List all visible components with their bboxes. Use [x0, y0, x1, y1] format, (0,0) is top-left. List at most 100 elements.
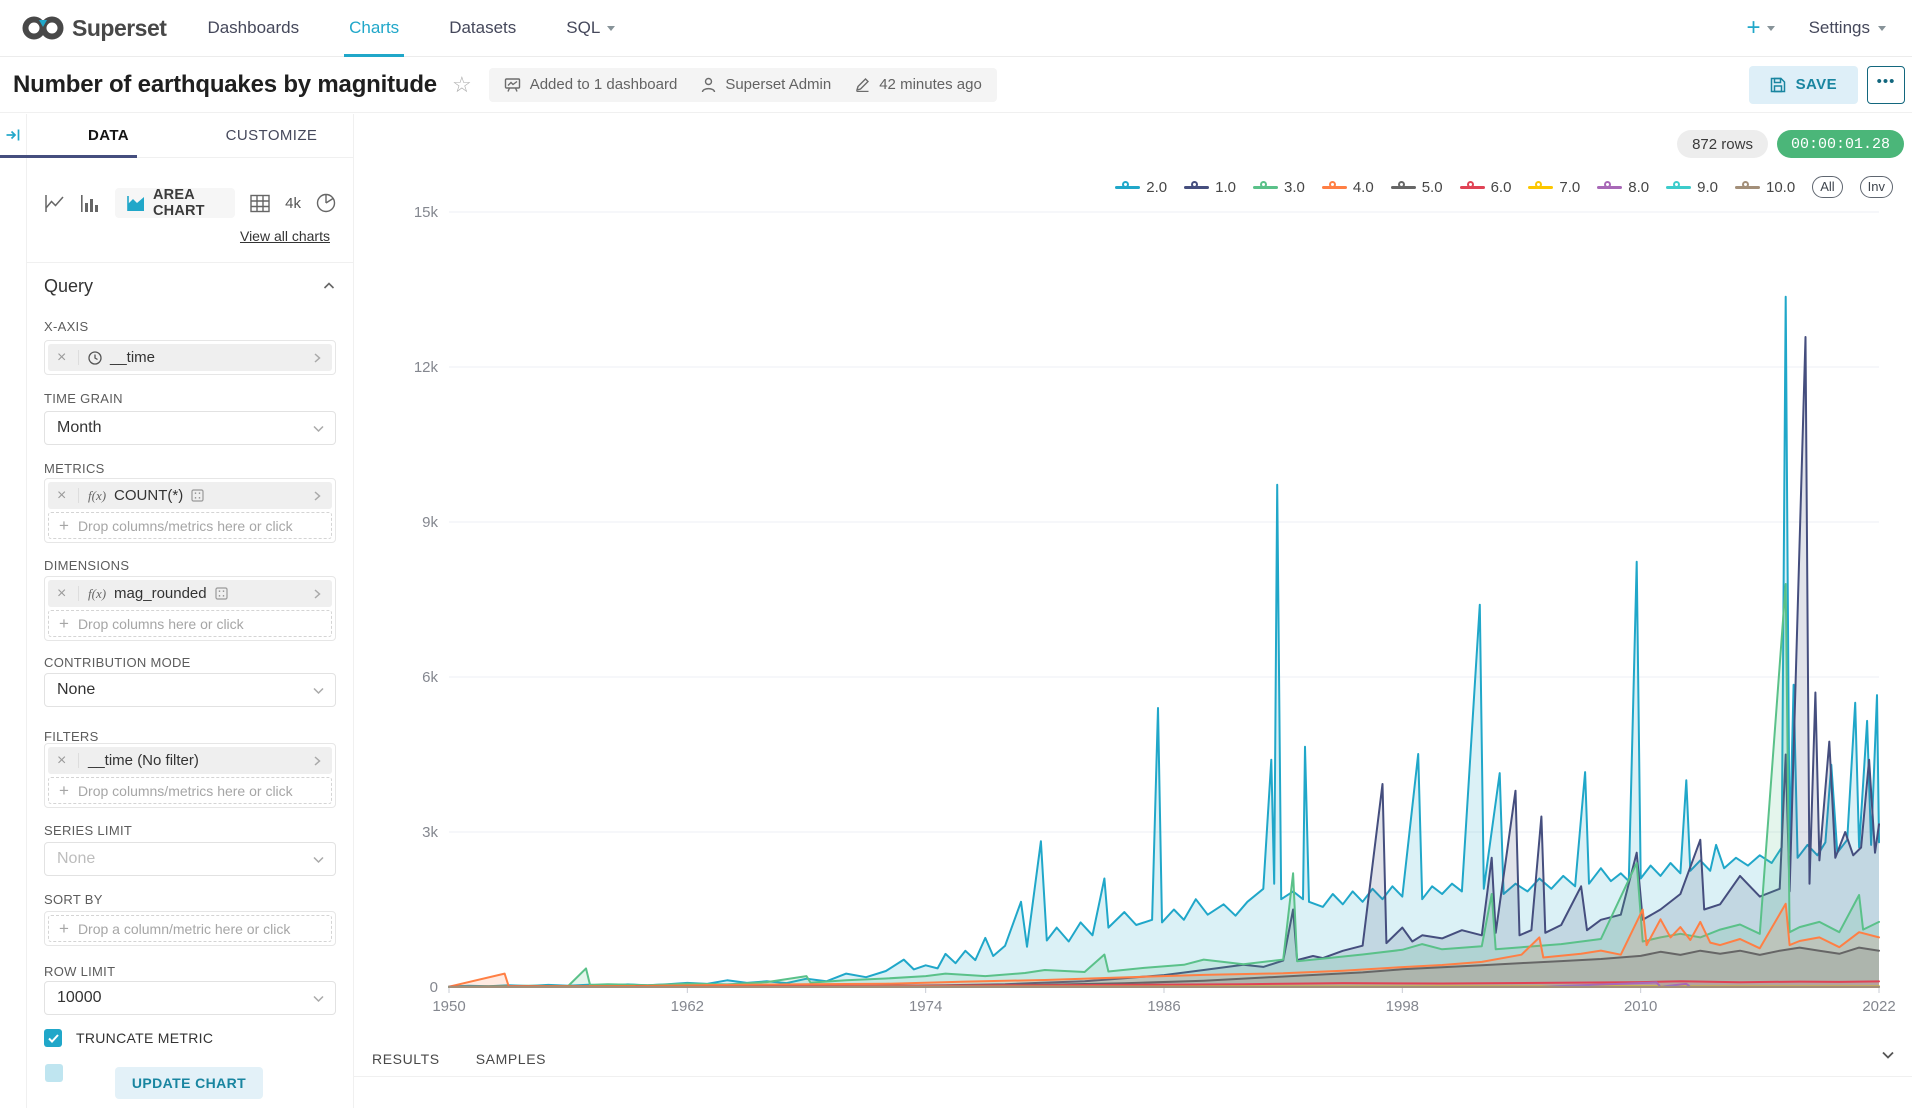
- legend-marker-icon: [1390, 181, 1416, 189]
- dimension-pill[interactable]: × f(x) mag_rounded: [48, 580, 332, 607]
- user-icon: [701, 77, 716, 93]
- last-modified-meta[interactable]: 42 minutes ago: [855, 76, 982, 93]
- legend-item[interactable]: 5.0: [1390, 179, 1443, 196]
- sort-by-label: SORT BY: [44, 892, 103, 907]
- filter-pill[interactable]: × __time (No filter): [48, 747, 332, 774]
- chevron-right-icon: [311, 588, 323, 600]
- legend-item[interactable]: 9.0: [1666, 179, 1718, 196]
- tab-data[interactable]: DATA: [0, 114, 190, 158]
- new-item-button[interactable]: +: [1746, 14, 1775, 41]
- metrics-dropzone[interactable]: + Drop columns/metrics here or click: [48, 512, 332, 539]
- tab-customize[interactable]: CUSTOMIZE: [225, 127, 318, 144]
- legend-marker-icon: [1321, 181, 1347, 189]
- svg-text:1986: 1986: [1147, 998, 1180, 1015]
- collapse-panel-icon[interactable]: [4, 126, 22, 144]
- view-all-charts-link[interactable]: View all charts: [239, 228, 330, 244]
- x-axis-field: × __time: [44, 340, 336, 375]
- owner-meta[interactable]: Superset Admin: [701, 76, 831, 93]
- chevron-right-icon: [311, 490, 323, 502]
- x-axis-value-pill[interactable]: × __time: [48, 344, 332, 371]
- nav-item-charts[interactable]: Charts: [324, 0, 424, 57]
- svg-text:6k: 6k: [422, 669, 438, 686]
- partially-visible-checkbox[interactable]: [45, 1064, 63, 1082]
- contribution-mode-select[interactable]: None: [44, 673, 336, 707]
- infinity-logo-icon: [22, 14, 64, 42]
- metrics-field: × f(x) COUNT(*) + Drop columns/metrics h…: [44, 478, 336, 543]
- line-chart-icon[interactable]: [44, 194, 65, 213]
- truncate-metric-label: TRUNCATE METRIC: [76, 1030, 214, 1046]
- truncate-metric-checkbox[interactable]: [44, 1029, 62, 1047]
- legend-select-all-button[interactable]: All: [1812, 176, 1843, 198]
- pie-chart-icon[interactable]: [316, 193, 336, 213]
- legend-marker-icon: [1735, 181, 1760, 189]
- legend-marker-icon: [1252, 181, 1278, 189]
- chevron-down-icon: [313, 687, 324, 695]
- remove-icon[interactable]: ×: [57, 486, 67, 504]
- x-axis-label: X-AXIS: [44, 319, 89, 334]
- legend-item[interactable]: 4.0: [1321, 179, 1374, 196]
- legend-item[interactable]: 3.0: [1252, 179, 1305, 196]
- tab-samples[interactable]: SAMPLES: [475, 1051, 547, 1067]
- chevron-right-icon: [311, 352, 323, 364]
- nav-item-sql[interactable]: SQL: [541, 0, 640, 56]
- update-chart-button[interactable]: UPDATE CHART: [115, 1067, 263, 1099]
- legend-item[interactable]: 8.0: [1597, 179, 1649, 196]
- expand-results-chevron-icon[interactable]: [1880, 1048, 1896, 1062]
- legend-item[interactable]: 2.0: [1115, 179, 1167, 196]
- chart-legend: 2.0 1.0 3.0 4.0 5.0 6.0 7.0 8.0 9.0 10.0…: [1115, 176, 1893, 198]
- remove-icon[interactable]: ×: [57, 348, 67, 366]
- big-number-chart-icon[interactable]: 4k: [285, 194, 301, 212]
- legend-invert-button[interactable]: Inv: [1859, 176, 1893, 198]
- nav-menu: Dashboards Charts Datasets SQL: [182, 0, 640, 57]
- remove-icon[interactable]: ×: [57, 751, 67, 769]
- tab-results[interactable]: RESULTS: [372, 1051, 440, 1067]
- svg-text:2022: 2022: [1862, 998, 1895, 1015]
- divider: [354, 1076, 1912, 1077]
- legend-item[interactable]: 6.0: [1459, 179, 1511, 196]
- collapse-section-icon[interactable]: [322, 279, 336, 293]
- calculator-icon: [215, 587, 228, 600]
- nav-item-dashboards[interactable]: Dashboards: [207, 18, 300, 37]
- calculator-icon: [191, 489, 204, 502]
- plus-icon: +: [1746, 14, 1761, 41]
- plus-icon: +: [59, 780, 69, 800]
- filters-dropzone[interactable]: + Drop columns/metrics here or click: [48, 777, 332, 804]
- favorite-star-icon[interactable]: ☆: [451, 71, 472, 97]
- dashboard-icon: [504, 77, 521, 93]
- svg-text:2010: 2010: [1624, 998, 1657, 1015]
- metric-count-pill[interactable]: × f(x) COUNT(*): [48, 482, 332, 509]
- dimensions-label: DIMENSIONS: [44, 558, 130, 573]
- row-limit-select[interactable]: 10000: [44, 981, 336, 1015]
- chart-type-row: AREA CHART 4k: [44, 187, 336, 219]
- table-chart-icon[interactable]: [250, 194, 270, 213]
- remove-icon[interactable]: ×: [57, 584, 67, 602]
- legend-item[interactable]: 7.0: [1528, 179, 1580, 196]
- bar-chart-icon[interactable]: [80, 194, 100, 213]
- plus-icon: +: [59, 613, 69, 633]
- superset-logo[interactable]: Superset: [22, 14, 167, 42]
- more-actions-button[interactable]: •••: [1867, 65, 1905, 104]
- top-navbar: Superset Dashboards Charts Datasets SQL …: [0, 0, 1912, 57]
- chart-area: 872 rows 00:00:01.28 2.0 1.0 3.0 4.0 5.0…: [354, 114, 1912, 1108]
- legend-item[interactable]: 1.0: [1184, 179, 1236, 196]
- series-limit-select[interactable]: None: [44, 842, 336, 876]
- settings-menu[interactable]: Settings: [1809, 18, 1886, 38]
- sort-by-dropzone[interactable]: + Drop a column/metric here or click: [48, 915, 332, 942]
- dashboards-meta[interactable]: Added to 1 dashboard: [504, 76, 677, 93]
- caret-down-icon: [607, 25, 616, 31]
- legend-marker-icon: [1115, 181, 1141, 189]
- area-chart-plot[interactable]: 0 3k 6k 9k 12k 15k 1950 1962 1974 1986 1998 2010 202…: [354, 114, 1912, 1024]
- results-bar: RESULTS SAMPLES: [354, 1041, 1912, 1077]
- caret-down-icon: [1878, 25, 1886, 31]
- save-floppy-icon: [1770, 77, 1786, 93]
- legend-marker-icon: [1597, 181, 1623, 189]
- legend-item[interactable]: 10.0: [1735, 179, 1795, 196]
- chart-type-selected[interactable]: AREA CHART: [115, 187, 236, 219]
- time-grain-select[interactable]: Month: [44, 411, 336, 445]
- row-count-badge: 872 rows: [1677, 130, 1768, 158]
- dimensions-dropzone[interactable]: + Drop columns here or click: [48, 610, 332, 637]
- nav-item-datasets[interactable]: Datasets: [449, 18, 517, 37]
- svg-text:3k: 3k: [422, 824, 438, 841]
- svg-text:1998: 1998: [1386, 998, 1419, 1015]
- save-button[interactable]: SAVE: [1748, 65, 1858, 104]
